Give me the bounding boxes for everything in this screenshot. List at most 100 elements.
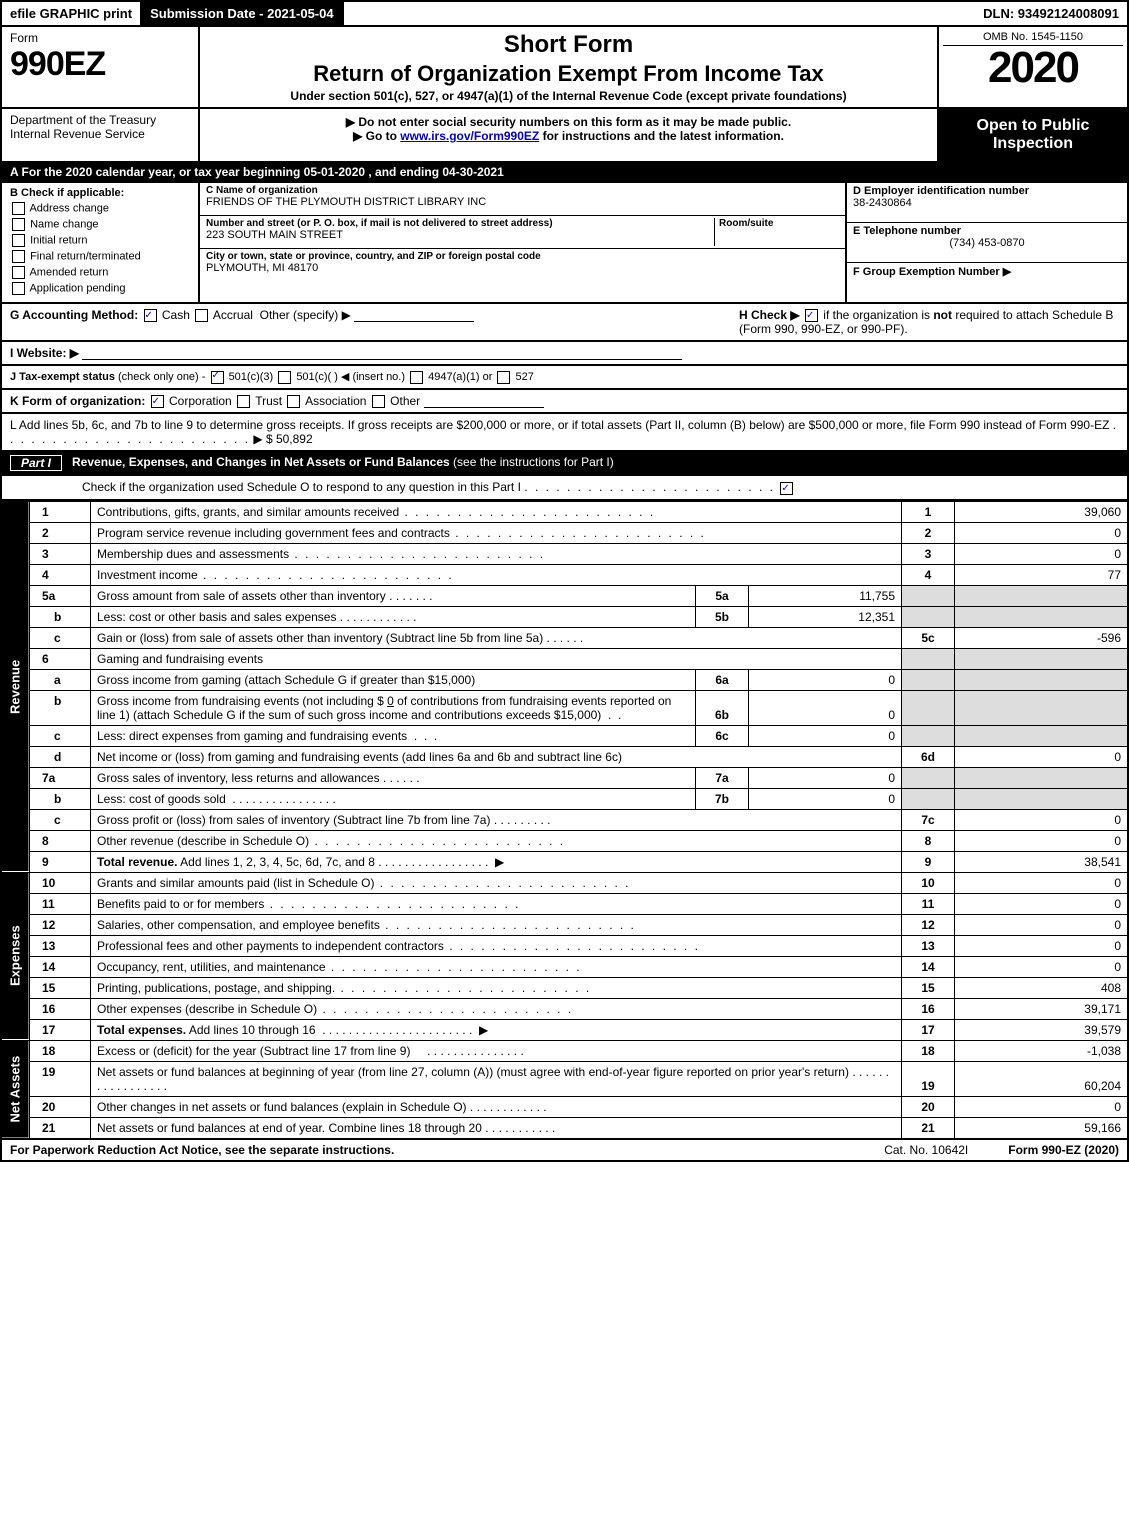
- initial-return-checkbox[interactable]: [12, 234, 25, 247]
- line11-value: 0: [955, 893, 1129, 914]
- b-label: B Check if applicable:: [10, 187, 190, 199]
- instruction-center: ▶ Do not enter social security numbers o…: [200, 109, 937, 161]
- address-change-checkbox[interactable]: [12, 202, 25, 215]
- amended-return-checkbox[interactable]: [12, 266, 25, 279]
- form-reference: Form 990-EZ (2020): [1008, 1143, 1119, 1157]
- under-section-text: Under section 501(c), 527, or 4947(a)(1)…: [208, 89, 929, 103]
- line5b-value: 12,351: [749, 606, 902, 627]
- other-specify-input[interactable]: [354, 309, 474, 322]
- street-value: 223 SOUTH MAIN STREET: [206, 229, 710, 241]
- ssn-warning: ▶ Do not enter social security numbers o…: [208, 115, 929, 129]
- line7c-value: 0: [955, 809, 1129, 830]
- line7a-value: 0: [749, 767, 902, 788]
- l-text: L Add lines 5b, 6c, and 7b to line 9 to …: [10, 418, 1109, 432]
- street-label: Number and street (or P. O. box, if mail…: [206, 218, 710, 229]
- line20-value: 0: [955, 1096, 1129, 1117]
- part1-check-row: Check if the organization used Schedule …: [0, 476, 1129, 500]
- other-org-input[interactable]: [424, 395, 544, 408]
- form990ez-link[interactable]: www.irs.gov/Form990EZ: [400, 129, 539, 143]
- j-label: J Tax-exempt status: [10, 371, 115, 383]
- l-row: L Add lines 5b, 6c, and 7b to line 9 to …: [0, 414, 1129, 452]
- section-c-org-info: C Name of organization FRIENDS OF THE PL…: [200, 183, 845, 302]
- section-d-e-f: D Employer identification number 38-2430…: [845, 183, 1127, 302]
- section-b-checks: B Check if applicable: Address change Na…: [2, 183, 200, 302]
- catalog-number: Cat. No. 10642I: [884, 1143, 968, 1157]
- open-inspection-badge: Open to Public Inspection: [937, 109, 1127, 161]
- line1-value: 39,060: [955, 501, 1129, 522]
- line6a-value: 0: [749, 669, 902, 690]
- org-name-label: C Name of organization: [206, 185, 839, 196]
- cash-checkbox[interactable]: [144, 309, 157, 322]
- paperwork-notice: For Paperwork Reduction Act Notice, see …: [10, 1143, 394, 1157]
- ein-value: 38-2430864: [853, 197, 1121, 209]
- form-label: Form: [10, 31, 190, 45]
- g-label: G Accounting Method:: [10, 308, 138, 322]
- trust-checkbox[interactable]: [237, 395, 250, 408]
- i-row: I Website: ▶: [0, 342, 1129, 366]
- other-org-checkbox[interactable]: [372, 395, 385, 408]
- line15-value: 408: [955, 977, 1129, 998]
- 527-checkbox[interactable]: [497, 371, 510, 384]
- 501c3-checkbox[interactable]: [211, 371, 224, 384]
- website-input[interactable]: [82, 347, 682, 360]
- l-amount: ▶ $ 50,892: [253, 432, 312, 446]
- dept-block: Department of the Treasury Internal Reve…: [2, 109, 200, 161]
- application-pending-checkbox[interactable]: [12, 282, 25, 295]
- top-bar: efile GRAPHIC print Submission Date - 20…: [0, 0, 1129, 27]
- website-label: I Website: ▶: [10, 346, 79, 360]
- line17-value: 39,579: [955, 1019, 1129, 1040]
- line4-value: 77: [955, 564, 1129, 585]
- phone-value: (734) 453-0870: [853, 237, 1121, 249]
- revenue-side-label: Revenue: [1, 501, 30, 872]
- form-header: Form 990EZ Short Form Return of Organiza…: [0, 27, 1129, 109]
- year-block: OMB No. 1545-1150 2020: [937, 27, 1127, 107]
- return-title: Return of Organization Exempt From Incom…: [208, 61, 929, 87]
- line8-value: 0: [955, 830, 1129, 851]
- dept-label: Department of the Treasury: [10, 113, 190, 127]
- accrual-checkbox[interactable]: [195, 309, 208, 322]
- j-row: J Tax-exempt status (check only one) - 5…: [0, 366, 1129, 390]
- line21-value: 59,166: [955, 1117, 1129, 1139]
- line6b-value: 0: [749, 690, 902, 725]
- k-label: K Form of organization:: [10, 394, 145, 408]
- entity-block: B Check if applicable: Address change Na…: [0, 183, 1129, 304]
- part1-lines-table: Revenue 1 Contributions, gifts, grants, …: [0, 501, 1129, 1140]
- h-label: H Check ▶: [739, 308, 800, 322]
- line14-value: 0: [955, 956, 1129, 977]
- line12-value: 0: [955, 914, 1129, 935]
- part1-header: Part I Revenue, Expenses, and Changes in…: [0, 452, 1129, 476]
- line19-value: 60,204: [955, 1061, 1129, 1096]
- form-number: 990EZ: [10, 45, 190, 84]
- line7b-value: 0: [749, 788, 902, 809]
- 501c-checkbox[interactable]: [278, 371, 291, 384]
- line18-value: -1,038: [955, 1040, 1129, 1061]
- expenses-side-label: Expenses: [1, 872, 30, 1040]
- efile-label: efile GRAPHIC print: [2, 2, 140, 25]
- line6d-value: 0: [955, 746, 1129, 767]
- name-change-checkbox[interactable]: [12, 218, 25, 231]
- instruction-row: Department of the Treasury Internal Reve…: [0, 109, 1129, 163]
- irs-label: Internal Revenue Service: [10, 127, 190, 141]
- submission-date-button[interactable]: Submission Date - 2021-05-04: [140, 2, 346, 25]
- city-label: City or town, state or province, country…: [206, 251, 839, 262]
- assoc-checkbox[interactable]: [287, 395, 300, 408]
- net-assets-side-label: Net Assets: [1, 1040, 30, 1139]
- line10-value: 0: [955, 872, 1129, 893]
- goto-line: ▶ Go to www.irs.gov/Form990EZ for instru…: [208, 129, 929, 143]
- final-return-checkbox[interactable]: [12, 250, 25, 263]
- 4947-checkbox[interactable]: [410, 371, 423, 384]
- line2-value: 0: [955, 522, 1129, 543]
- footer-row: For Paperwork Reduction Act Notice, see …: [0, 1140, 1129, 1162]
- group-exemption-label: F Group Exemption Number ▶: [853, 265, 1121, 278]
- org-name-value: FRIENDS OF THE PLYMOUTH DISTRICT LIBRARY…: [206, 196, 839, 208]
- h-checkbox[interactable]: [805, 309, 818, 322]
- corp-checkbox[interactable]: [151, 395, 164, 408]
- line6c-value: 0: [749, 725, 902, 746]
- schedule-o-checkbox[interactable]: [780, 482, 793, 495]
- room-label: Room/suite: [719, 218, 839, 229]
- g-h-row: G Accounting Method: Cash Accrual Other …: [0, 304, 1129, 342]
- line16-value: 39,171: [955, 998, 1129, 1019]
- line3-value: 0: [955, 543, 1129, 564]
- calendar-year-row: A For the 2020 calendar year, or tax yea…: [0, 163, 1129, 183]
- city-value: PLYMOUTH, MI 48170: [206, 262, 839, 274]
